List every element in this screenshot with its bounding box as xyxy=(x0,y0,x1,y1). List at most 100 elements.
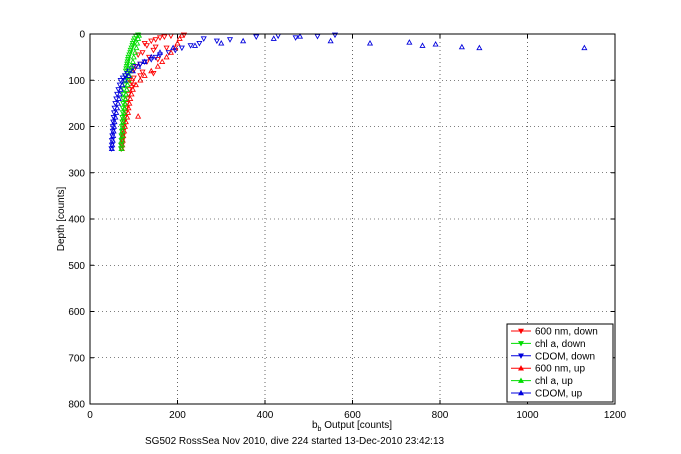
data-point xyxy=(119,123,126,129)
data-point xyxy=(137,61,144,68)
legend-entry: CDOM, up xyxy=(511,389,583,400)
data-point xyxy=(130,75,137,82)
data-point xyxy=(109,124,116,130)
data-point xyxy=(109,128,116,135)
data-point xyxy=(122,90,129,97)
y-axis-label: Depth [counts] xyxy=(56,187,67,252)
data-point xyxy=(114,104,121,111)
x-axis-label-main: b xyxy=(312,420,318,431)
legend-label: 600 nm, down xyxy=(535,327,598,338)
legend-entry: chl a, up xyxy=(511,376,573,387)
data-point xyxy=(432,40,439,47)
axis-ticks: 0 200 400 600 800 1000 1200 0 100 200 300 400 500 600… xyxy=(68,30,626,422)
data-point xyxy=(120,118,127,125)
y-tick-label: 600 xyxy=(68,307,85,318)
data-point xyxy=(143,43,150,49)
data-point xyxy=(114,100,122,106)
data-point xyxy=(154,63,161,69)
legend-marker xyxy=(518,328,524,335)
data-point xyxy=(109,137,116,143)
legend-entry: 600 nm, down xyxy=(511,327,598,338)
data-point xyxy=(120,114,127,120)
data-point xyxy=(150,47,157,54)
data-point xyxy=(119,119,126,126)
data-point xyxy=(115,95,122,102)
legend-marker xyxy=(518,389,524,396)
data-point xyxy=(327,37,334,44)
legend-entry: 600 nm, up xyxy=(511,364,585,375)
data-point xyxy=(139,50,146,56)
legend-label: CDOM, down xyxy=(535,351,595,362)
data-point xyxy=(119,114,126,121)
data-point xyxy=(125,72,132,78)
data-point xyxy=(135,32,143,38)
data-point xyxy=(476,44,483,51)
y-tick-label: 300 xyxy=(68,168,85,179)
data-point xyxy=(113,109,120,115)
data-point xyxy=(213,38,220,45)
x-axis-label-rest: Output [counts] xyxy=(321,420,392,431)
data-point xyxy=(133,44,140,51)
data-point xyxy=(122,95,129,102)
data-point xyxy=(174,40,181,46)
data-point xyxy=(163,53,170,60)
data-point xyxy=(121,104,128,111)
data-point xyxy=(406,39,413,45)
data-point xyxy=(218,40,225,46)
data-point xyxy=(135,32,142,39)
data-point xyxy=(148,53,155,60)
data-point xyxy=(121,109,128,115)
data-point xyxy=(191,42,199,48)
data-point xyxy=(148,67,155,74)
data-point xyxy=(135,113,142,119)
data-point xyxy=(141,72,148,78)
data-point xyxy=(135,52,142,59)
data-point xyxy=(112,114,119,120)
data-point xyxy=(130,53,137,60)
data-point xyxy=(124,109,132,115)
data-point xyxy=(110,123,118,129)
x-tick-label: 600 xyxy=(344,410,361,421)
data-point xyxy=(137,77,144,83)
legend-marker xyxy=(518,341,524,347)
data-point xyxy=(110,127,117,134)
data-point xyxy=(127,95,134,102)
data-point xyxy=(124,81,131,88)
data-point xyxy=(109,141,116,148)
data-point xyxy=(108,145,115,151)
data-point xyxy=(581,44,588,51)
data-point xyxy=(156,35,164,41)
data-point xyxy=(128,90,135,97)
legend-marker xyxy=(518,353,524,359)
legend-box xyxy=(506,323,614,403)
data-point xyxy=(366,40,374,46)
data-point xyxy=(119,132,126,139)
data-point xyxy=(163,45,170,52)
data-point xyxy=(154,57,161,63)
data-point xyxy=(178,32,185,38)
data-point xyxy=(170,44,177,51)
data-point xyxy=(187,43,194,49)
data-point xyxy=(135,35,142,41)
data-point xyxy=(119,81,126,88)
legend-label: 600 nm, up xyxy=(535,364,585,375)
data-point xyxy=(119,110,126,116)
data-point xyxy=(253,34,260,41)
data-point xyxy=(129,58,136,65)
data-point xyxy=(124,114,131,120)
data-point xyxy=(123,86,130,92)
data-point xyxy=(139,69,146,76)
legend-entry: chl a, down xyxy=(511,339,586,350)
figure-caption: SG502 RossSea Nov 2010, dive 224 started… xyxy=(145,436,445,447)
data-point xyxy=(156,49,164,55)
x-tick-label: 1200 xyxy=(604,410,627,421)
data-point xyxy=(110,119,117,126)
data-point xyxy=(292,35,299,41)
data-point xyxy=(119,127,126,134)
x-tick-label: 1000 xyxy=(516,410,539,421)
y-tick-label: 400 xyxy=(68,215,85,226)
data-point xyxy=(126,100,133,106)
data-point xyxy=(111,118,118,125)
data-point xyxy=(117,77,124,84)
x-tick-label: 800 xyxy=(432,410,449,421)
